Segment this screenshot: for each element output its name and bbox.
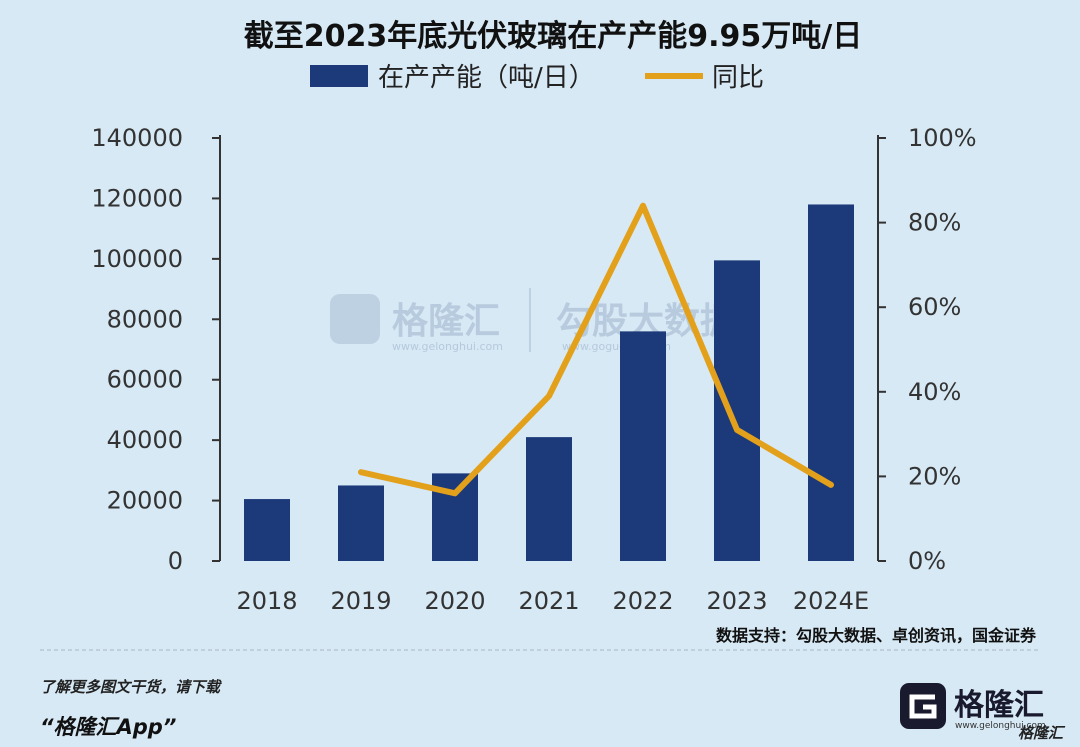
chart-title: 截至2023年底光伏玻璃在产产能9.95万吨/日 (244, 19, 862, 54)
x-tick-label: 2020 (424, 587, 485, 615)
x-tick-label: 2024E (793, 587, 869, 615)
bar-2024E (808, 204, 854, 561)
bar-series (244, 204, 854, 561)
brand-g-icon (909, 694, 937, 719)
watermark-brand: 格隆汇 (392, 301, 500, 342)
bar-2019 (338, 485, 384, 561)
bar-2021 (526, 437, 572, 561)
x-tick-label: 2021 (518, 587, 579, 615)
footer-note: 了解更多图文干货，请下载 (40, 678, 222, 696)
legend-bar-swatch (310, 65, 368, 87)
left-tick-label: 100000 (91, 245, 183, 273)
x-tick-label: 2019 (330, 587, 391, 615)
left-tick-label: 40000 (107, 426, 183, 454)
legend-line-label: 同比 (712, 63, 764, 93)
brand-badge-text: 格隆汇 (1018, 724, 1066, 742)
left-tick-label: 80000 (107, 305, 183, 333)
right-tick-label: 20% (908, 462, 961, 490)
left-tick-label: 140000 (91, 124, 183, 152)
x-tick-label: 2022 (612, 587, 673, 615)
left-tick-label: 120000 (91, 184, 183, 212)
watermark-brand-url: www.gelonghui.com (392, 340, 503, 353)
watermark-logo-icon (330, 294, 380, 344)
source-note: 数据支持：勾股大数据、卓创资讯，国金证券 (716, 626, 1037, 645)
brand-logo-text: 格隆汇 (954, 688, 1044, 723)
x-tick-label: 2023 (706, 587, 767, 615)
right-tick-label: 100% (908, 124, 977, 152)
right-tick-label: 80% (908, 209, 961, 237)
left-tick-label: 60000 (107, 366, 183, 394)
left-axis-ticks: 0 20000 40000 60000 80000 100000 120000 140000 (91, 124, 220, 575)
legend: 在产产能（吨/日） 同比 (310, 63, 764, 93)
right-tick-label: 0% (908, 547, 946, 575)
right-axis-ticks: 0% 20% 40% 60% 80% 100% (878, 124, 977, 575)
bar-2018 (244, 499, 290, 561)
legend-bar-label: 在产产能（吨/日） (378, 63, 595, 93)
left-tick-label: 20000 (107, 487, 183, 515)
brand-logo[interactable]: 格隆汇 www.gelonghui.com 格隆汇 (900, 683, 1066, 742)
right-tick-label: 40% (908, 378, 961, 406)
watermark: 格隆汇 www.gelonghui.com 勾股大数据 www.gogudata… (330, 288, 736, 353)
brand-logo-url: www.gelonghui.com (955, 721, 1046, 731)
yoy-line (358, 202, 834, 497)
bar-2022 (620, 331, 666, 561)
x-axis-labels: 2018 2019 2020 2021 2022 2023 2024E (236, 587, 869, 615)
bar-2020 (432, 473, 478, 561)
right-tick-label: 60% (908, 293, 961, 321)
left-tick-label: 0 (168, 547, 183, 575)
x-tick-label: 2018 (236, 587, 297, 615)
footer-app-name: “格隆汇App” (40, 715, 176, 739)
bar-2023 (714, 260, 760, 561)
line-series (358, 202, 834, 497)
